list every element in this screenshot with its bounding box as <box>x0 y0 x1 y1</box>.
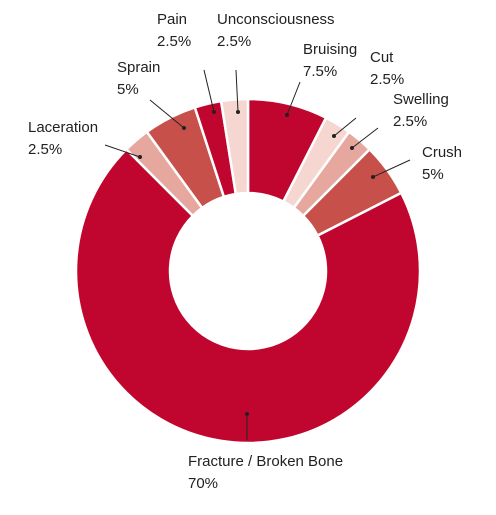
slice <box>74 147 422 445</box>
leader-dot <box>236 110 240 114</box>
slice-value-label: 2.5% <box>157 33 191 50</box>
leader-line <box>333 117 357 137</box>
slice-label: Swelling <box>393 91 449 108</box>
leader-dot <box>371 175 375 179</box>
slice-label: Bruising <box>303 41 357 58</box>
leader-dot <box>285 113 289 117</box>
leader-dot <box>332 134 336 138</box>
slice-label: Sprain <box>117 59 160 76</box>
leader-line <box>372 159 411 178</box>
leader-dot <box>182 126 186 130</box>
slice-value-label: 7.5% <box>303 63 337 80</box>
slice-value-label: 2.5% <box>393 113 427 130</box>
leader-line <box>149 99 185 129</box>
slice-label: Unconsciousness <box>217 11 335 28</box>
slice-label: Laceration <box>28 119 98 136</box>
leader-dot <box>245 412 249 416</box>
leader-line <box>203 69 215 113</box>
leader-dot <box>138 155 142 159</box>
slice-label: Crush <box>422 144 462 161</box>
slice-label: Pain <box>157 11 187 28</box>
slice-label: Cut <box>370 49 394 66</box>
leader-line <box>235 69 239 113</box>
leader-line <box>351 127 379 149</box>
slice-value-label: 2.5% <box>370 71 404 88</box>
slice-label: Fracture / Broken Bone <box>188 453 343 470</box>
leader-line <box>104 144 141 158</box>
slice-value-label: 2.5% <box>217 33 251 50</box>
leader-dot <box>212 110 216 114</box>
slice <box>219 97 250 196</box>
slice-value-label: 70% <box>188 475 218 492</box>
leader-dot <box>350 146 354 150</box>
slice-value-label: 2.5% <box>28 141 62 158</box>
slice-value-label: 5% <box>117 81 139 98</box>
slice-value-label: 5% <box>422 166 444 183</box>
leader-line <box>286 81 301 116</box>
